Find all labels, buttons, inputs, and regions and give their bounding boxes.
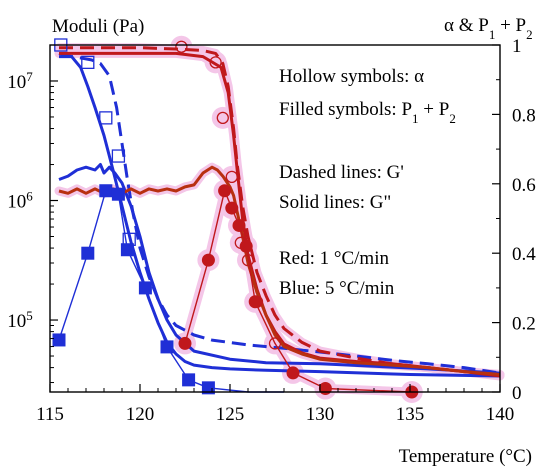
marker-hollow-circle-0 xyxy=(175,40,188,53)
marker-filled-circle-5 xyxy=(239,239,253,253)
x-tick-label-135: 135 xyxy=(396,404,425,425)
x-tick-label-120: 120 xyxy=(126,404,155,425)
marker-hollow-circle-4 xyxy=(234,236,247,249)
marker-filled-circle-0 xyxy=(178,336,192,350)
marker-filled-square-3 xyxy=(111,187,125,201)
x-tick-label-115: 115 xyxy=(36,404,64,425)
marker-filled-circle-2 xyxy=(218,184,232,198)
marker-hollow-circle-2 xyxy=(216,111,229,125)
annotation-blue: Blue: 5 °C/min xyxy=(279,278,395,299)
marker-filled-circle-8 xyxy=(318,382,332,396)
annotation-filled: Filled symbols: P1 + P2 xyxy=(279,99,456,126)
y-left-tick-label-7: 107 xyxy=(7,68,33,93)
marker-filled-square-1 xyxy=(81,246,95,260)
marker-filled-square-2 xyxy=(99,184,113,198)
marker-hollow-circle-6 xyxy=(250,295,264,308)
marker-filled-circle-1 xyxy=(201,253,215,267)
series-line-3 xyxy=(59,46,501,376)
marker-hollow-square-4 xyxy=(122,232,136,246)
y-right-tick-label-0.2: 0.2 xyxy=(512,314,536,335)
marker-hollow-square-2 xyxy=(99,111,113,125)
marker-filled-circle-7 xyxy=(286,366,300,380)
marker-hollow-circle-7 xyxy=(268,337,282,350)
plot-area: 115 120 125 130 135 140 105 106 107 0 0.2 0.4 0.6 0.8… xyxy=(7,35,536,425)
marker-hollow-circle-1 xyxy=(209,56,222,69)
x-tick-label-125: 125 xyxy=(216,404,245,425)
marker-halo-9-2 xyxy=(211,106,234,129)
x-axis-title: Temperature (°C) xyxy=(399,446,532,467)
marker-filled-square-5 xyxy=(138,281,152,295)
marker-filled-square-0 xyxy=(52,333,66,347)
right-axis-title: α & P1 + P2 xyxy=(444,15,533,42)
marker-filled-circle-3 xyxy=(225,201,239,215)
marker-filled-square-6 xyxy=(160,340,174,354)
x-tick-label-140: 140 xyxy=(486,404,515,425)
annotation-dashed: Dashed lines: G' xyxy=(279,162,404,183)
marker-filled-square-4 xyxy=(120,243,134,257)
y-right-tick-label-0: 0 xyxy=(512,383,522,404)
annotation-red: Red: 1 °C/min xyxy=(279,248,389,269)
marker-hollow-circle-5 xyxy=(241,253,255,267)
annotation-solid: Solid lines: G" xyxy=(279,192,391,213)
marker-filled-circle-4 xyxy=(232,218,246,232)
y-left-tick-label-6: 106 xyxy=(7,188,33,213)
y-right-tick-label-0.8: 0.8 xyxy=(512,105,536,126)
y-right-tick-label-1: 1 xyxy=(512,36,522,57)
annotation-hollow: Hollow symbols: α xyxy=(279,66,424,87)
marker-hollow-square-1 xyxy=(81,55,95,69)
x-tick-label-130: 130 xyxy=(306,404,335,425)
marker-hollow-square-3 xyxy=(111,149,126,163)
marker-filled-square-7 xyxy=(182,373,196,387)
y-right-tick-label-0.4: 0.4 xyxy=(512,244,536,265)
annotation-block: Hollow symbols: α Filled symbols: P1 + P… xyxy=(279,66,456,299)
series-line-1 xyxy=(58,163,501,375)
y-right-tick-label-0.6: 0.6 xyxy=(512,175,536,196)
marker-hollow-circle-3 xyxy=(225,170,238,184)
y-left-tick-label-5: 105 xyxy=(7,308,33,333)
left-axis-title: Moduli (Pa) xyxy=(52,16,144,37)
